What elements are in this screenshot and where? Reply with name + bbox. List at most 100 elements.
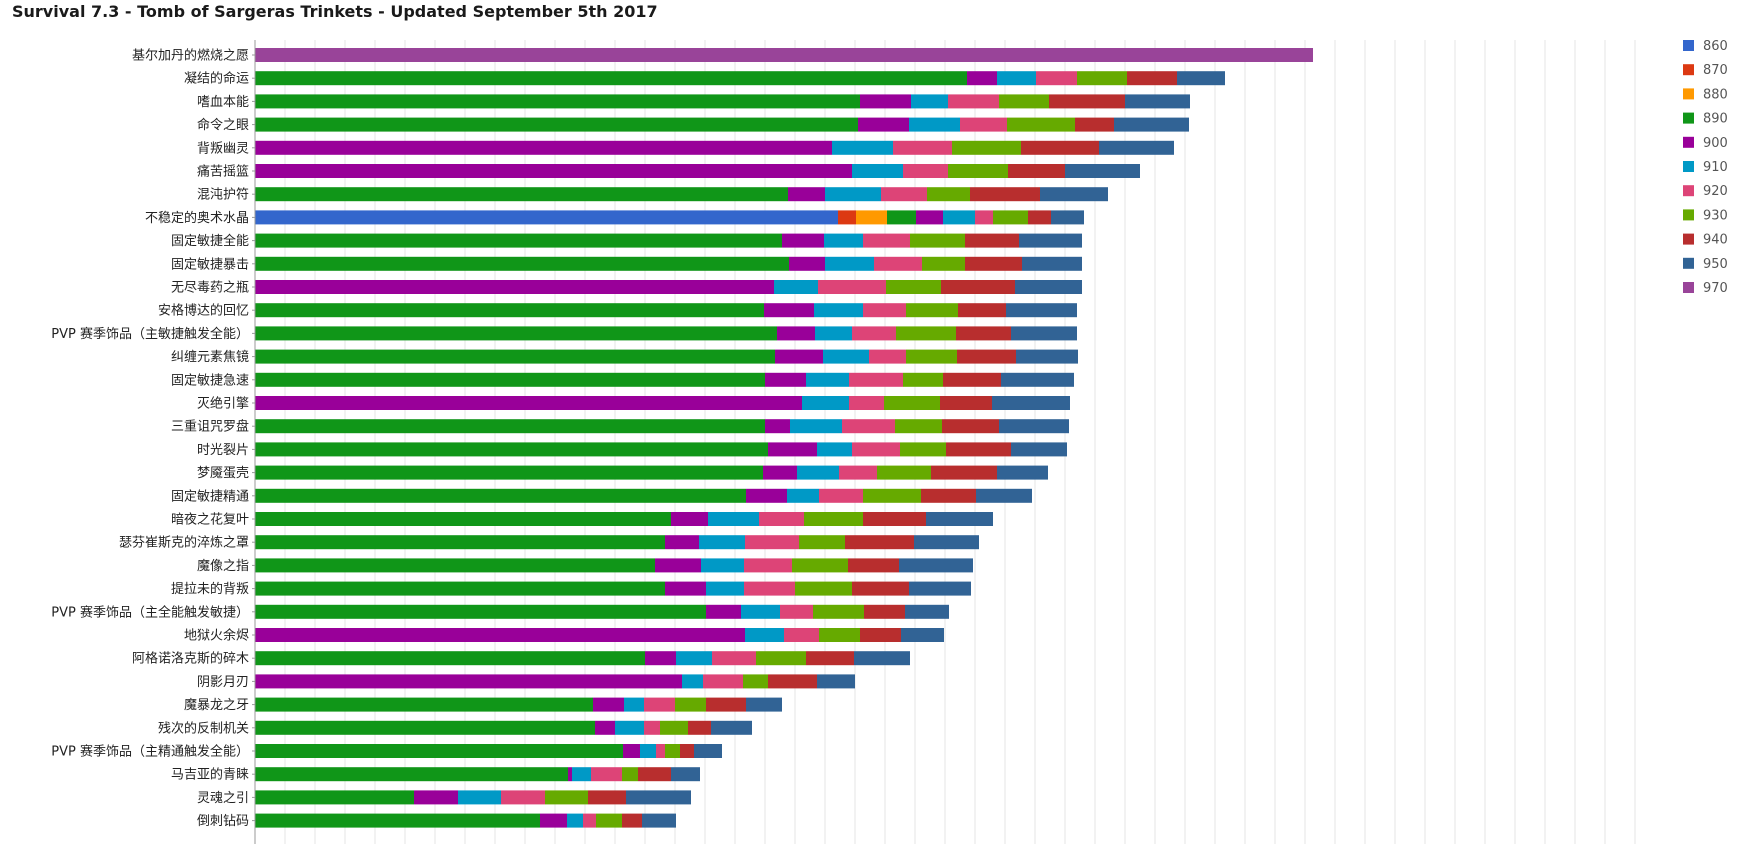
bar-segment-940 (852, 581, 909, 596)
bar-segment-940 (688, 720, 711, 735)
legend-item: 880 (1683, 87, 1728, 102)
bar-segment-900 (746, 488, 787, 503)
bar-row (255, 465, 1048, 480)
bar-segment-910 (699, 535, 745, 550)
category-label: 痛苦摇篮 (197, 164, 249, 180)
bar-segment-890 (255, 442, 768, 457)
legend-item: 910 (1683, 160, 1728, 175)
legend-item: 900 (1683, 136, 1728, 151)
bar-segment-890 (255, 651, 645, 666)
bar-row (255, 349, 1078, 364)
legend-swatch (1683, 161, 1694, 172)
bar-segment-940 (863, 512, 926, 526)
bar-segment-950 (671, 767, 700, 782)
bar-segment-910 (624, 697, 644, 712)
bar-segment-920 (644, 720, 660, 735)
bar-row (255, 326, 1077, 341)
bar-segment-940 (860, 628, 901, 642)
legend-swatch (1683, 209, 1694, 221)
legend: 860 870 880 890 900 910 920 930 940 950 970 (1683, 39, 1728, 296)
category-label: 残次的反制机关 (158, 720, 249, 736)
bar-segment-910 (825, 187, 881, 202)
legend-label: 920 (1703, 184, 1728, 199)
legend-swatch (1683, 64, 1694, 76)
bar-segment-930 (895, 419, 942, 434)
category-label: 纠缠元素焦镜 (171, 349, 249, 365)
bar-segment-940 (956, 326, 1011, 341)
bar-segment-950 (1011, 326, 1077, 341)
bar-segment-900 (706, 604, 741, 619)
bar-segment-920 (839, 465, 877, 480)
bar-segment-880 (856, 210, 887, 225)
bar-segment-910 (741, 604, 780, 619)
bar-segment-930 (927, 187, 970, 202)
bar-segment-890 (255, 233, 782, 248)
category-label: 无尽毒药之瓶 (171, 281, 249, 296)
bar-segment-940 (806, 651, 854, 666)
bar-row (255, 535, 979, 550)
bar-segment-930 (1077, 71, 1127, 86)
bar-segment-910 (852, 164, 903, 178)
category-label: 魔像之指 (197, 559, 249, 574)
bar-segment-870 (838, 210, 856, 225)
category-label: PVP 赛季饰品（主敏捷触发全能） (51, 326, 249, 342)
bar-segment-950 (926, 512, 993, 526)
bar-segment-920 (656, 744, 665, 758)
bar-row (255, 813, 676, 828)
bar-segment-900 (967, 71, 997, 86)
bar-segment-900 (593, 697, 624, 712)
bar-segment-920 (874, 256, 922, 271)
legend-label: 970 (1703, 281, 1728, 296)
bar-segment-900 (595, 720, 615, 735)
bar-segment-910 (706, 581, 744, 596)
bar-segment-900 (255, 164, 852, 178)
bar-segment-900 (671, 512, 708, 526)
bar-segment-890 (255, 720, 595, 735)
category-label: PVP 赛季饰品（主全能触发敏捷） (51, 604, 249, 620)
bar-segment-970 (255, 48, 1313, 62)
bar-segment-950 (992, 396, 1070, 410)
legend-swatch (1683, 257, 1694, 269)
bar-segment-940 (931, 465, 997, 480)
bar-segment-900 (764, 303, 814, 318)
bar-segment-930 (906, 349, 957, 364)
category-label: 三重诅咒罗盘 (171, 419, 249, 435)
bar-segment-930 (863, 488, 921, 503)
bar-segment-950 (1177, 71, 1225, 86)
bar-segment-900 (255, 674, 682, 689)
bar-segment-900 (860, 94, 911, 109)
bar-segment-950 (854, 651, 910, 666)
legend-swatch (1683, 112, 1694, 124)
bar-segment-940 (706, 697, 746, 712)
bar-segment-910 (817, 442, 852, 457)
bar-segment-920 (849, 396, 884, 410)
bar-segment-910 (640, 744, 656, 758)
bar-segment-930 (906, 303, 958, 318)
category-label: 马吉亚的青睐 (171, 767, 249, 783)
bar-segment-910 (701, 558, 744, 573)
bar-segment-920 (583, 813, 596, 828)
legend-label: 880 (1703, 87, 1728, 102)
bar-segment-940 (940, 396, 992, 410)
category-label: 凝结的命运 (184, 71, 249, 87)
bar-segment-950 (1006, 303, 1077, 318)
bar-segment-900 (763, 465, 797, 480)
bar-segment-950 (642, 813, 676, 828)
bar-segment-890 (255, 419, 765, 434)
legend-swatch (1683, 185, 1694, 197)
bar-segment-930 (877, 465, 931, 480)
bar-segment-910 (567, 813, 583, 828)
bar-segment-900 (765, 372, 806, 387)
bar-segment-950 (1022, 256, 1082, 271)
category-label: 时光裂片 (197, 443, 249, 458)
bar-segment-900 (777, 326, 815, 341)
bar-segment-910 (774, 280, 818, 294)
bar-segment-950 (1001, 372, 1074, 387)
category-label: 命令之眼 (197, 117, 249, 133)
bar-segment-920 (975, 210, 993, 225)
legend-item: 930 (1683, 208, 1728, 223)
bar-segment-940 (638, 767, 671, 782)
category-label: 魔暴龙之牙 (184, 698, 249, 713)
bar-segment-930 (596, 813, 622, 828)
bar-segment-920 (591, 767, 622, 782)
